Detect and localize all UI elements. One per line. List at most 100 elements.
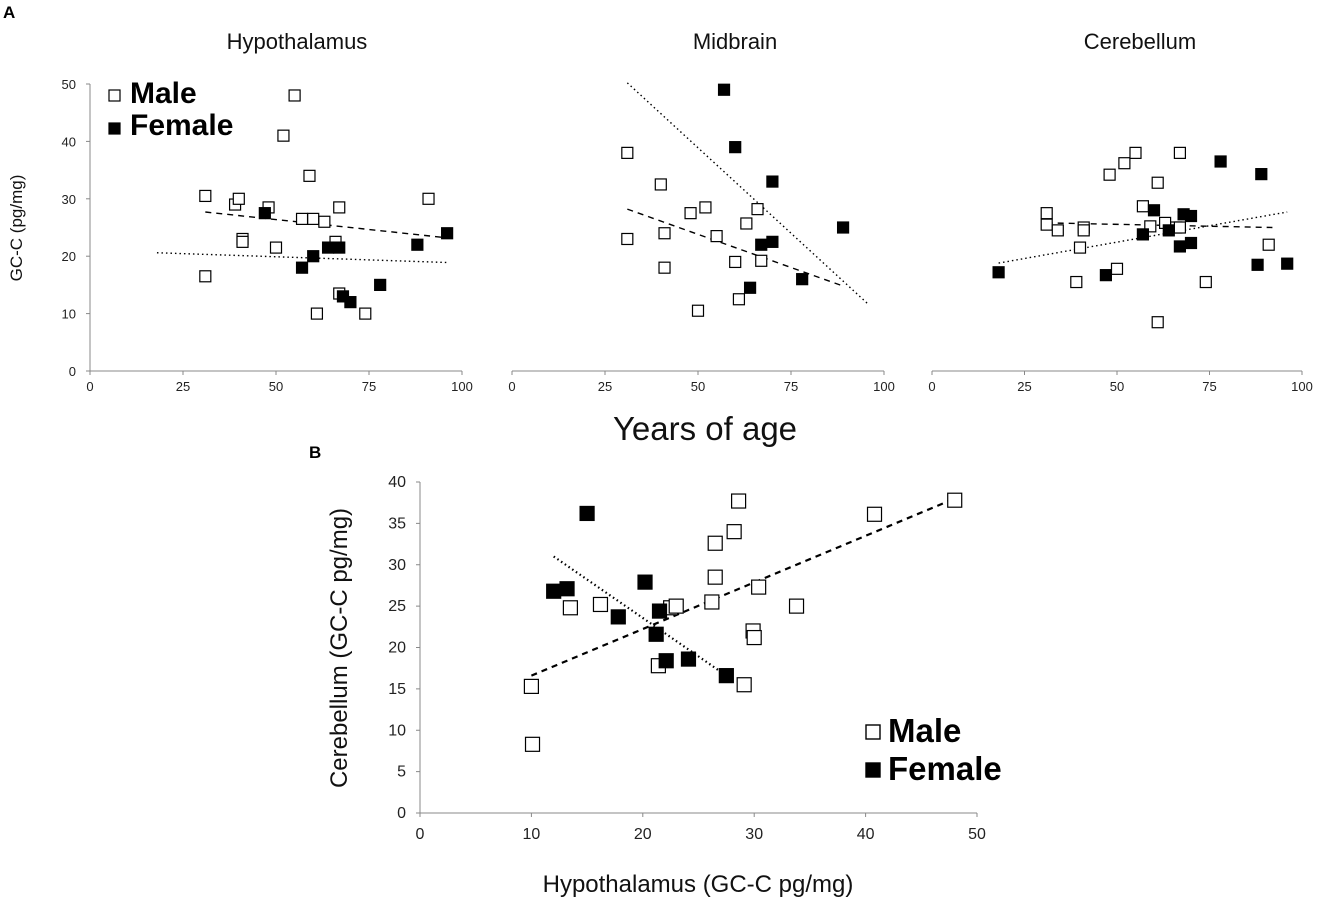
x-tick-label: 100 <box>1291 379 1313 394</box>
data-point-male <box>1173 146 1187 159</box>
x-tick-label: 75 <box>784 379 798 394</box>
y-tick-label: 20 <box>388 640 406 657</box>
x-tick-label: 50 <box>968 826 986 843</box>
midbrain-title: Midbrain <box>693 29 777 54</box>
x-tick-label: 25 <box>598 379 612 394</box>
data-point-female <box>1214 155 1227 168</box>
data-point-female <box>1184 209 1198 223</box>
data-point-male <box>699 201 712 214</box>
data-point-female <box>766 235 779 248</box>
data-point-male <box>199 270 212 283</box>
x-tick-label: 10 <box>523 826 541 843</box>
hypothalamus-vs-cerebellum-plot: 0 10 20 30 40 50 0 5 10 15 20 25 30 35 40 <box>388 474 986 843</box>
data-point-male <box>1173 221 1187 234</box>
x-tick-label: 0 <box>86 379 93 394</box>
data-point-male <box>729 255 742 269</box>
y-tick-label: 35 <box>388 515 406 532</box>
data-point-female <box>258 207 271 220</box>
data-point-female <box>766 175 779 188</box>
data-point-female <box>1173 240 1187 253</box>
legend-b-female-label: Female <box>888 750 1002 787</box>
data-point-male <box>333 201 346 214</box>
data-point-male <box>1040 218 1053 231</box>
data-point-male <box>736 677 752 693</box>
trendline-male <box>530 497 956 677</box>
cerebellum-title: Cerebellum <box>1084 29 1197 54</box>
data-point-male <box>740 217 753 230</box>
data-point-female <box>743 281 757 294</box>
data-point-male <box>732 293 746 306</box>
data-point-male <box>788 598 805 614</box>
data-point-female <box>648 626 664 642</box>
data-point-male <box>1103 168 1116 181</box>
data-point-male <box>359 307 372 320</box>
trendline-male <box>156 252 448 264</box>
data-point-male <box>1040 207 1053 220</box>
data-point-female <box>321 241 335 254</box>
data-point-male <box>303 169 316 182</box>
data-point-male <box>731 493 747 509</box>
midbrain-plot: 0 25 50 75 100 <box>508 82 895 394</box>
data-point-male <box>307 212 320 225</box>
data-point-female <box>718 668 734 684</box>
data-point-male <box>1110 262 1124 275</box>
y-tick-label: 0 <box>397 805 406 822</box>
years-of-age-label: Years of age <box>613 410 797 447</box>
x-tick-label: 0 <box>928 379 935 394</box>
data-point-female <box>1099 269 1113 282</box>
data-point-male <box>726 524 742 540</box>
y-tick-label: 40 <box>62 134 76 149</box>
data-point-male <box>621 146 634 159</box>
data-point-male <box>710 230 723 243</box>
data-point-female <box>1255 168 1268 181</box>
legend-b-male-marker <box>865 724 881 740</box>
data-point-female <box>579 505 595 522</box>
data-point-male <box>691 304 705 317</box>
x-tick-label: 0 <box>416 826 425 843</box>
data-point-male <box>1151 316 1164 329</box>
data-point-female <box>344 296 357 309</box>
x-tick-label: 50 <box>691 379 705 394</box>
x-tick-label: 50 <box>269 379 283 394</box>
data-point-male <box>524 736 541 752</box>
data-point-male <box>295 212 309 225</box>
data-point-male <box>592 596 609 613</box>
data-point-male <box>1262 238 1275 251</box>
data-point-female <box>796 273 809 286</box>
data-point-male <box>1129 146 1142 159</box>
y-tick-label: 0 <box>69 364 76 379</box>
data-point-male <box>199 189 212 203</box>
data-point-male <box>751 579 767 595</box>
data-point-female <box>1147 204 1161 217</box>
y-tick-label: 15 <box>388 681 406 698</box>
data-point-male <box>947 492 963 508</box>
data-point-male <box>288 89 301 102</box>
legend-panel-b: Male Female <box>865 712 1002 787</box>
data-point-male <box>523 678 540 694</box>
data-point-female <box>307 250 320 263</box>
data-point-male <box>236 235 249 248</box>
legend-female-marker <box>108 122 121 135</box>
data-point-female <box>1251 258 1264 271</box>
data-point-female <box>992 266 1005 279</box>
x-tick-label: 40 <box>857 826 875 843</box>
data-point-male <box>746 629 762 646</box>
data-point-male <box>1070 275 1083 289</box>
trendline-male <box>998 211 1288 264</box>
x-tick-label: 75 <box>362 379 376 394</box>
data-point-male <box>707 535 723 551</box>
data-point-male <box>277 129 290 142</box>
data-point-male <box>1051 224 1064 237</box>
data-point-female <box>546 583 562 599</box>
data-point-male <box>621 232 634 246</box>
data-point-male <box>269 241 283 254</box>
data-point-male <box>658 261 671 274</box>
y-tick-label: 10 <box>388 722 406 739</box>
x-tick-label: 50 <box>1110 379 1124 394</box>
x-tick-label: 20 <box>634 826 652 843</box>
y-tick-label: 10 <box>62 307 76 322</box>
data-point-male <box>1151 176 1164 189</box>
hypothalamus-plot: 0 25 50 75 100 0 10 20 30 40 50 <box>62 77 473 394</box>
y-tick-label: 25 <box>388 598 406 615</box>
